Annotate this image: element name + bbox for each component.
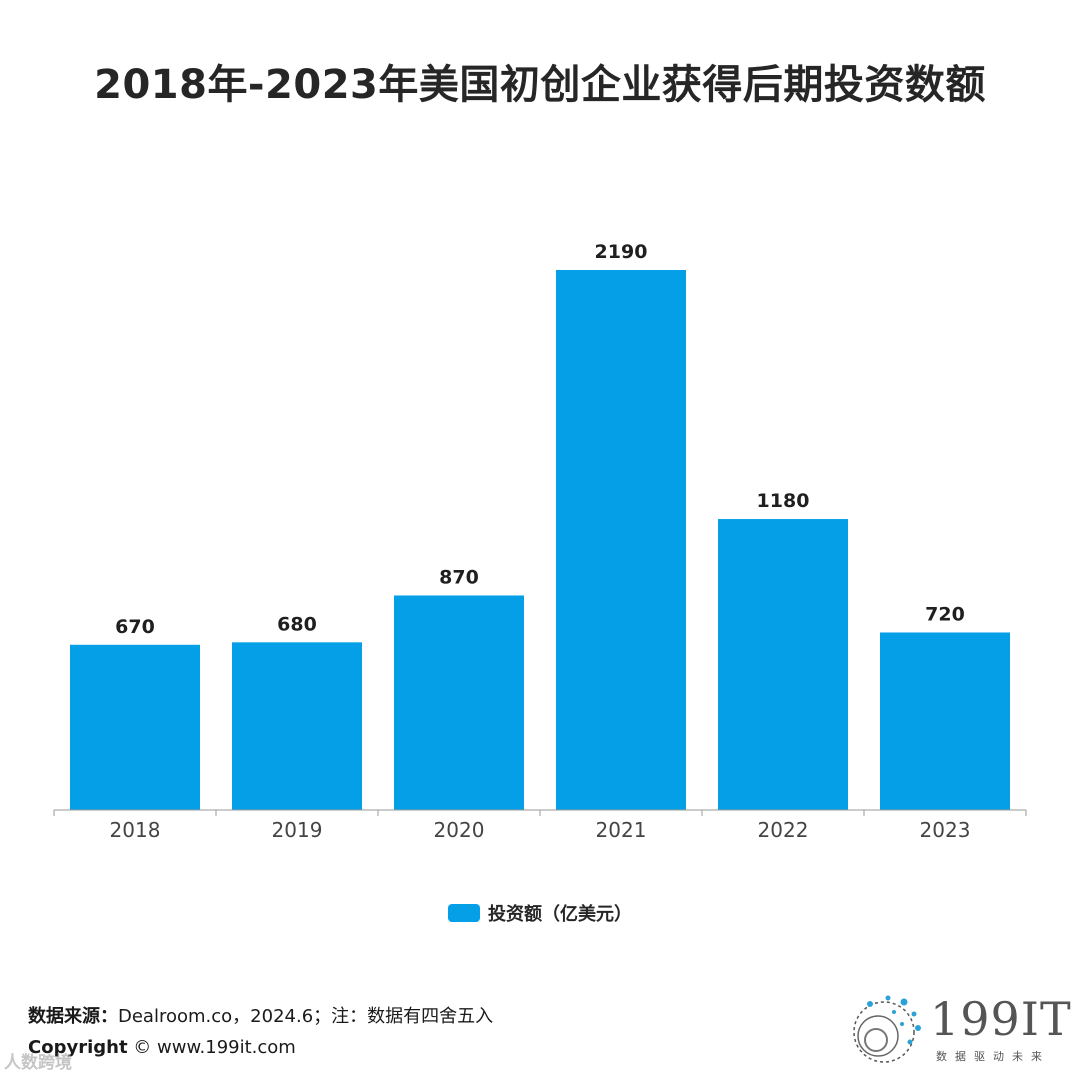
bar — [70, 644, 200, 810]
x-tick-label: 2018 — [110, 818, 161, 842]
legend-swatch — [448, 904, 480, 922]
x-tick-label: 2021 — [596, 818, 647, 842]
bar-chart: 670 2018 680 2019 870 2020 2190 2021 1180 2022 720… — [53, 241, 1027, 842]
x-tick-label: 2020 — [434, 818, 485, 842]
bar — [718, 519, 848, 810]
data-label: 670 — [115, 616, 155, 638]
chart-title: 2018年-2023年美国初创企业获得后期投资数额 — [94, 62, 986, 108]
footer-source: 数据来源：Dealroom.co，2024.6；注：数据有四舍五入 — [28, 1002, 493, 1028]
x-tick-label: 2022 — [758, 818, 809, 842]
data-label: 870 — [439, 566, 479, 588]
bar — [880, 632, 1010, 810]
legend-label: 投资额（亿美元） — [488, 904, 632, 925]
bar — [394, 595, 524, 810]
copyright-text: © www.199it.com — [133, 1037, 296, 1058]
footer-copyright: Copyright © www.199it.com — [28, 1037, 296, 1058]
data-label: 2190 — [595, 241, 648, 263]
data-label: 1180 — [757, 490, 810, 512]
legend: 投资额（亿美元） — [0, 900, 1080, 926]
x-tick-label: 2023 — [920, 818, 971, 842]
x-tick-label: 2019 — [272, 818, 323, 842]
source-text: Dealroom.co，2024.6；注：数据有四舍五入 — [118, 1006, 494, 1027]
brand-tagline: 数据驱动未来 — [936, 1050, 1050, 1063]
bar — [556, 270, 686, 810]
brand-logo: 199IT 数据驱动未来 — [848, 990, 1071, 1070]
source-label: 数据来源： — [28, 1006, 118, 1027]
watermark: 人数跨境 — [4, 1053, 72, 1073]
data-label: 720 — [925, 603, 965, 625]
bar — [232, 642, 362, 810]
brand-logo-icon — [853, 995, 921, 1063]
brand-name: 199IT — [930, 992, 1072, 1046]
data-label: 680 — [277, 613, 317, 635]
copyright-label: Copyright — [28, 1037, 128, 1058]
